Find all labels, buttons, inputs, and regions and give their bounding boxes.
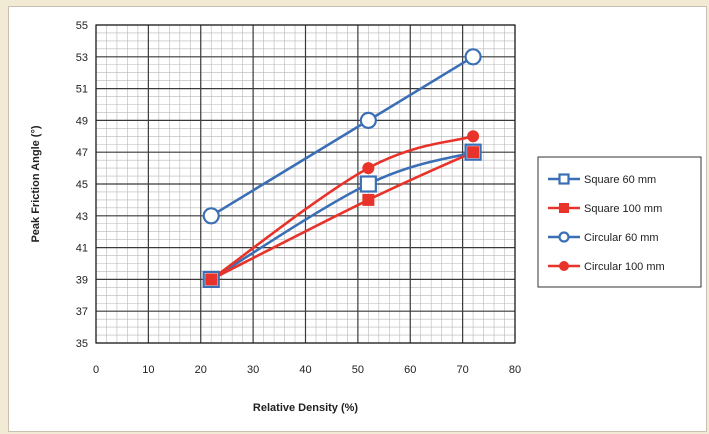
x-tick-label: 60 (404, 364, 416, 376)
x-tick-label: 80 (509, 364, 521, 376)
y-tick-label: 53 (76, 52, 88, 64)
series-layer (202, 48, 482, 288)
x-tick-label: 0 (93, 364, 99, 376)
legend-label: Square 60 mm (584, 174, 656, 186)
y-axis-ticks: 35 37 39 41 43 45 47 49 51 53 55 (76, 20, 88, 350)
y-tick-label: 49 (76, 115, 88, 127)
series-line (210, 135, 474, 281)
x-axis-title: Relative Density (%) (253, 402, 358, 414)
y-tick-label: 43 (76, 211, 88, 223)
y-tick-label: 39 (76, 274, 88, 286)
data-point (362, 193, 375, 206)
y-axis-title: Peak Friction Angle (°) (30, 125, 42, 242)
x-axis-ticks: 0 10 20 30 40 50 60 70 80 (93, 364, 521, 376)
data-point (205, 273, 218, 286)
legend-marker (559, 261, 569, 271)
data-point (467, 146, 480, 159)
x-tick-label: 20 (195, 364, 207, 376)
legend-label: Circular 100 mm (584, 261, 665, 273)
x-tick-label: 50 (352, 364, 364, 376)
legend-marker (558, 173, 570, 185)
legend-label: Square 100 mm (584, 203, 662, 215)
y-tick-label: 35 (76, 338, 88, 350)
data-point (362, 162, 375, 175)
chart-frame: 0 10 20 30 40 50 60 70 80 35 37 39 41 43 45 47 49 51 53 55… (8, 6, 707, 432)
data-point (464, 48, 482, 66)
y-tick-label: 51 (76, 84, 88, 96)
y-tick-label: 37 (76, 306, 88, 318)
x-tick-label: 10 (142, 364, 154, 376)
data-point (202, 207, 220, 225)
legend-marker (558, 231, 570, 243)
plot-area-border (95, 24, 516, 344)
y-tick-label: 55 (76, 20, 88, 32)
legend-label: Circular 60 mm (584, 232, 659, 244)
y-tick-label: 47 (76, 147, 88, 159)
data-point (359, 111, 377, 130)
x-tick-label: 30 (247, 364, 259, 376)
data-point (359, 175, 377, 193)
x-tick-label: 70 (457, 364, 469, 376)
legend-marker (559, 203, 569, 213)
chart-svg: 0 10 20 30 40 50 60 70 80 35 37 39 41 43 45 47 49 51 53 55… (30, 20, 702, 414)
y-tick-label: 41 (76, 243, 88, 255)
x-tick-label: 40 (299, 364, 311, 376)
data-point (467, 130, 480, 143)
y-tick-label: 45 (76, 179, 88, 191)
legend: Square 60 mm Square 100 mm Circular 60 mm C… (537, 156, 702, 288)
